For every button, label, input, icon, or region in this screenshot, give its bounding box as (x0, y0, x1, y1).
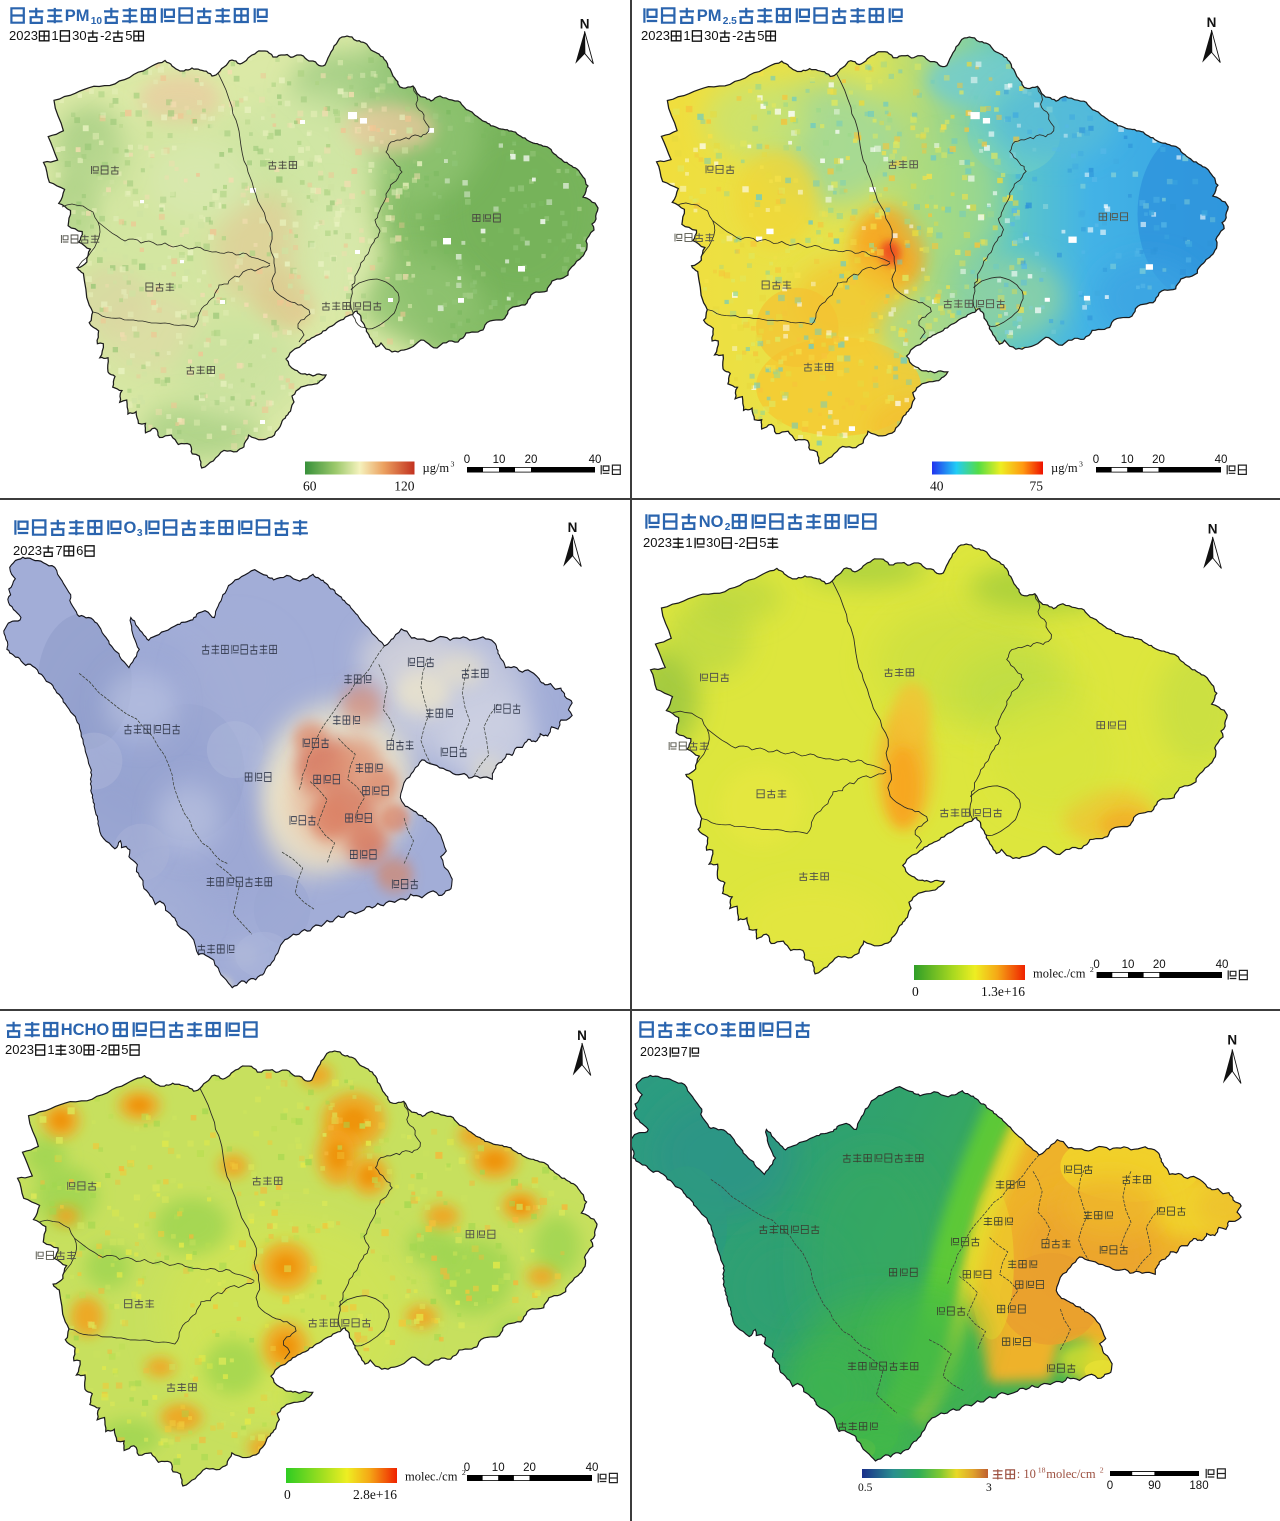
svg-text:PM: PM (697, 7, 722, 25)
svg-text:2: 2 (1090, 965, 1094, 974)
svg-text:10: 10 (91, 16, 103, 27)
svg-text:40: 40 (930, 479, 944, 494)
svg-text:10: 10 (492, 1462, 505, 1474)
svg-text:5: 5 (121, 1042, 128, 1057)
svg-text:75: 75 (1030, 479, 1044, 494)
svg-text:20: 20 (525, 454, 538, 466)
svg-text:3: 3 (986, 1482, 992, 1494)
svg-text:0: 0 (284, 1487, 291, 1502)
svg-text:40: 40 (589, 454, 602, 466)
svg-text:N: N (580, 16, 590, 31)
svg-text:30: 30 (68, 1042, 82, 1057)
svg-text:30: 30 (706, 535, 720, 550)
svg-text:molec/cm: molec/cm (1046, 1467, 1096, 1481)
svg-text:0: 0 (464, 454, 470, 466)
svg-text:1: 1 (683, 28, 690, 43)
svg-text:40: 40 (1216, 959, 1229, 971)
svg-text:2023: 2023 (641, 28, 670, 43)
svg-text:2.8e+16: 2.8e+16 (353, 1487, 397, 1502)
svg-text:30: 30 (72, 28, 86, 43)
svg-text:90: 90 (1148, 1480, 1161, 1492)
svg-text:60: 60 (303, 479, 317, 494)
svg-text:-2: -2 (100, 28, 112, 43)
svg-text:1: 1 (51, 28, 58, 43)
svg-text:18: 18 (1038, 1465, 1046, 1474)
svg-text:7: 7 (55, 543, 62, 558)
svg-text:µg/m: µg/m (423, 461, 450, 475)
svg-text:3: 3 (451, 459, 455, 468)
svg-text:0.5: 0.5 (858, 1482, 873, 1494)
svg-text:2023: 2023 (643, 535, 672, 550)
svg-text:7: 7 (681, 1045, 688, 1059)
svg-text:N: N (568, 520, 578, 535)
svg-text:1: 1 (47, 1042, 54, 1057)
svg-text:HCHO: HCHO (61, 1021, 110, 1039)
svg-text:2.5: 2.5 (723, 16, 737, 27)
svg-text:O: O (124, 519, 137, 537)
svg-text:5: 5 (759, 535, 766, 550)
svg-text:N: N (1208, 521, 1218, 536)
svg-text:180: 180 (1189, 1480, 1208, 1492)
svg-text:2023: 2023 (640, 1045, 668, 1059)
svg-text:CO: CO (694, 1021, 719, 1039)
svg-text:2: 2 (725, 522, 731, 533)
svg-text:20: 20 (523, 1462, 536, 1474)
svg-text:2023: 2023 (13, 543, 42, 558)
svg-text:10: 10 (1122, 959, 1135, 971)
svg-text:20: 20 (1152, 454, 1165, 466)
svg-text:2023: 2023 (5, 1042, 34, 1057)
svg-text:PM: PM (65, 7, 90, 25)
svg-text:0: 0 (1107, 1480, 1113, 1492)
svg-text:1: 1 (685, 535, 692, 550)
svg-text:0: 0 (1093, 454, 1099, 466)
svg-text:2: 2 (1100, 1465, 1104, 1474)
svg-text:1.3e+16: 1.3e+16 (981, 984, 1025, 999)
svg-text:20: 20 (1153, 959, 1166, 971)
svg-text:0: 0 (912, 984, 919, 999)
svg-text:0: 0 (1093, 959, 1099, 971)
svg-text:5: 5 (757, 28, 764, 43)
svg-text:0: 0 (464, 1462, 470, 1474)
svg-text:10: 10 (1121, 454, 1134, 466)
svg-text:µg/m: µg/m (1051, 461, 1078, 475)
svg-text:2023: 2023 (9, 28, 38, 43)
svg-text:molec./cm: molec./cm (1033, 967, 1086, 981)
svg-text:N: N (1207, 15, 1217, 30)
svg-text:: 10: : 10 (1017, 1467, 1036, 1481)
svg-text:40: 40 (1215, 454, 1228, 466)
svg-text:-2: -2 (96, 1042, 108, 1057)
svg-text:N: N (577, 1028, 587, 1043)
svg-text:30: 30 (704, 28, 718, 43)
svg-text:-2: -2 (732, 28, 744, 43)
svg-text:3: 3 (137, 528, 143, 539)
svg-text:N: N (1227, 1032, 1237, 1047)
svg-text:molec./cm: molec./cm (405, 1470, 458, 1484)
svg-text:NO: NO (699, 513, 724, 531)
svg-text:2: 2 (462, 1468, 466, 1477)
svg-text:10: 10 (493, 454, 506, 466)
svg-text:-2: -2 (734, 535, 746, 550)
svg-text:6: 6 (76, 543, 83, 558)
svg-text:120: 120 (394, 479, 415, 494)
svg-text:3: 3 (1079, 459, 1083, 468)
svg-text:5: 5 (125, 28, 132, 43)
svg-text:40: 40 (586, 1462, 599, 1474)
